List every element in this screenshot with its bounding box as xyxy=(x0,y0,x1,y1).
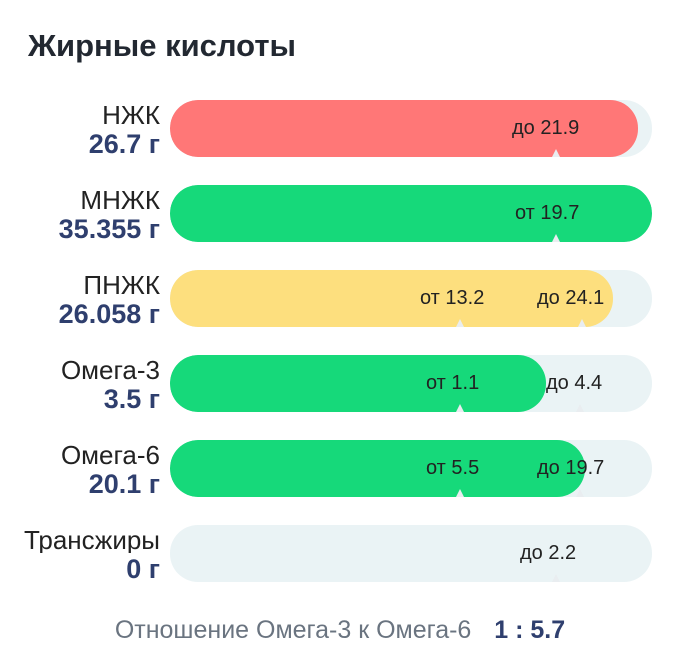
norm-max-tick xyxy=(576,489,584,497)
progress-fill xyxy=(170,355,546,412)
progress-track: от 5.5 до 19.7 xyxy=(170,440,652,497)
norm-min-tick xyxy=(456,319,464,327)
nutrient-row-omega6: Омега-6 20.1 г от 5.5 до 19.7 xyxy=(0,440,680,506)
nutrient-name: НЖК xyxy=(102,102,160,128)
nutrient-label: НЖК 26.7 г xyxy=(0,102,160,158)
nutrient-amount: 26.058 г xyxy=(58,299,160,328)
progress-fill xyxy=(170,185,652,242)
omega-ratio-value: 1 : 5.7 xyxy=(494,616,566,644)
nutrient-label: Трансжиры 0 г xyxy=(0,527,160,583)
section-title: Жирные кислоты xyxy=(28,28,296,63)
progress-track: от 13.2 до 24.1 xyxy=(170,270,652,327)
nutrient-label: ПНЖК 26.058 г xyxy=(0,272,160,328)
progress-fill xyxy=(170,270,614,327)
nutrient-row-trans-fats: Трансжиры 0 г до 2.2 xyxy=(0,525,680,591)
progress-track: до 21.9 xyxy=(170,100,652,157)
norm-min-label: от 5.5 xyxy=(426,457,480,479)
nutrient-name: Трансжиры xyxy=(23,527,160,553)
norm-min-tick xyxy=(456,404,464,412)
norm-max-label: до 4.4 xyxy=(546,372,603,394)
norm-max-label: до 21.9 xyxy=(512,117,580,139)
nutrient-amount: 35.355 г xyxy=(58,214,160,243)
norm-min-tick xyxy=(456,489,464,497)
nutrient-name: МНЖК xyxy=(80,187,160,213)
nutrient-name: Омега-3 xyxy=(60,357,160,383)
norm-max-tick xyxy=(578,319,586,327)
norm-min-tick xyxy=(552,234,560,242)
nutrient-row-omega3: Омега-3 3.5 г от 1.1 до 4.4 xyxy=(0,355,680,421)
omega-ratio: Отношение Омега-3 к Омега-6 1 : 5.7 xyxy=(0,616,680,645)
norm-max-tick xyxy=(552,149,560,157)
norm-max-label: до 19.7 xyxy=(537,457,605,479)
progress-fill xyxy=(170,440,585,497)
progress-fill xyxy=(170,100,638,157)
nutrient-row-monounsaturated: МНЖК 35.355 г от 19.7 xyxy=(0,185,680,251)
nutrient-amount: 3.5 г xyxy=(103,384,160,413)
norm-max-label: до 2.2 xyxy=(520,542,577,564)
nutrient-label: МНЖК 35.355 г xyxy=(0,187,160,243)
progress-track: от 1.1 до 4.4 xyxy=(170,355,652,412)
norm-max-label: до 24.1 xyxy=(537,287,605,309)
nutrient-name: Омега-6 xyxy=(60,442,160,468)
progress-track: от 19.7 xyxy=(170,185,652,242)
nutrient-label: Омега-3 3.5 г xyxy=(0,357,160,413)
norm-min-label: от 1.1 xyxy=(426,372,480,394)
norm-max-tick xyxy=(576,404,584,412)
norm-min-label: от 13.2 xyxy=(420,287,485,309)
nutrient-amount: 0 г xyxy=(126,554,160,583)
omega-ratio-label: Отношение Омега-3 к Омега-6 xyxy=(114,616,472,644)
nutrient-amount: 26.7 г xyxy=(88,129,160,158)
nutrient-row-polyunsaturated: ПНЖК 26.058 г от 13.2 до 24.1 xyxy=(0,270,680,336)
progress-track: до 2.2 xyxy=(170,525,652,582)
norm-max-tick xyxy=(552,574,560,582)
nutrient-amount: 20.1 г xyxy=(88,469,160,498)
nutrient-label: Омега-6 20.1 г xyxy=(0,442,160,498)
nutrient-name: ПНЖК xyxy=(83,272,160,298)
nutrient-row-saturated: НЖК 26.7 г до 21.9 xyxy=(0,100,680,166)
norm-min-label: от 19.7 xyxy=(515,202,580,224)
